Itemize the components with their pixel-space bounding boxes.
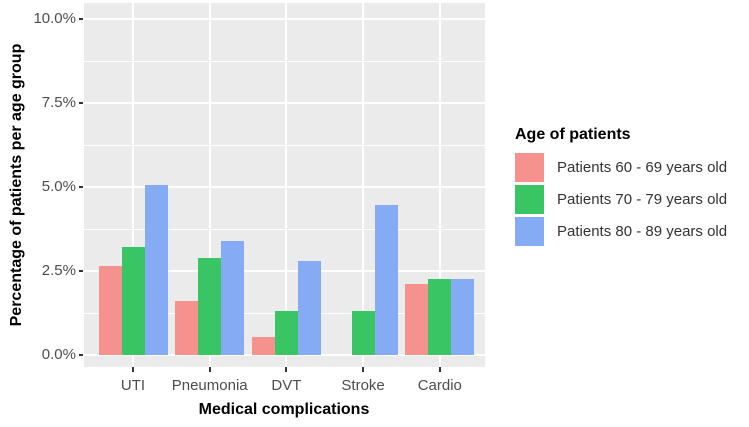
legend-item: Patients 80 - 89 years old xyxy=(515,217,749,246)
y-tick-label: 10.0% xyxy=(33,10,76,27)
x-tick-label: DVT xyxy=(271,377,302,394)
bar-stroke-series2 xyxy=(351,311,375,355)
legend-items: Patients 60 - 69 years old Patients 70 - … xyxy=(515,153,749,246)
y-tick-mark xyxy=(79,102,83,104)
gridline-minor xyxy=(84,228,485,230)
gridline-major xyxy=(285,3,288,367)
y-tick-mark xyxy=(79,18,83,20)
y-tick-mark xyxy=(79,354,83,356)
gridline-major xyxy=(208,3,211,367)
legend-title: Age of patients xyxy=(515,126,631,143)
x-tick-mark xyxy=(438,367,441,372)
legend-item: Patients 70 - 79 years old xyxy=(515,185,749,214)
x-tick-mark xyxy=(285,367,288,372)
bar-dvt-series3 xyxy=(297,260,321,355)
bar-pneumonia-series1 xyxy=(175,301,199,355)
bar-uti-series2 xyxy=(121,247,145,355)
x-tick-label: Cardio xyxy=(417,377,462,394)
bar-pneumonia-series2 xyxy=(198,257,222,355)
bar-pneumonia-series3 xyxy=(221,240,245,355)
legend-label: Patients 60 - 69 years old xyxy=(557,159,728,176)
bar-cardio-series3 xyxy=(451,279,475,355)
bar-dvt-series1 xyxy=(251,336,275,355)
legend-swatch xyxy=(515,153,544,182)
bar-cardio-series2 xyxy=(428,279,452,355)
x-tick-mark xyxy=(132,367,134,372)
y-tick-label: 2.5% xyxy=(41,262,76,279)
legend: Age of patients Patients 60 - 69 years o… xyxy=(515,126,749,249)
bar-uti-series3 xyxy=(144,185,168,355)
gridline-major xyxy=(132,3,134,367)
legend-item: Patients 60 - 69 years old xyxy=(515,153,749,182)
x-axis-title: Medical complications xyxy=(198,401,370,418)
y-tick-label: 7.5% xyxy=(41,94,76,111)
legend-label: Patients 80 - 89 years old xyxy=(557,223,728,240)
legend-swatch xyxy=(515,185,544,214)
gridline-major xyxy=(84,102,485,104)
gridline-major xyxy=(362,3,365,367)
x-tick-label: UTI xyxy=(120,377,146,394)
gridline-major xyxy=(84,270,485,272)
y-tick-mark xyxy=(79,270,83,272)
y-tick-label: 0.0% xyxy=(41,346,76,363)
x-tick-label: Pneumonia xyxy=(171,377,248,394)
gridline-major xyxy=(438,3,441,367)
legend-label: Patients 70 - 79 years old xyxy=(557,191,728,208)
x-tick-mark xyxy=(362,367,365,372)
legend-swatch xyxy=(515,217,544,246)
x-tick-mark xyxy=(208,367,211,372)
gridline-minor xyxy=(84,60,485,62)
bar-cardio-series1 xyxy=(405,284,429,355)
gridline-major xyxy=(84,354,485,356)
x-tick-label: Stroke xyxy=(341,377,385,394)
gridline-minor xyxy=(84,144,485,146)
bar-uti-series1 xyxy=(98,265,122,355)
y-tick-mark xyxy=(79,186,83,188)
y-tick-label: 5.0% xyxy=(41,178,76,195)
plot-panel xyxy=(84,3,485,367)
gridline-major xyxy=(84,186,485,188)
bar-dvt-series2 xyxy=(274,311,298,355)
bar-stroke-series3 xyxy=(374,205,398,355)
gridline-major xyxy=(84,18,485,20)
